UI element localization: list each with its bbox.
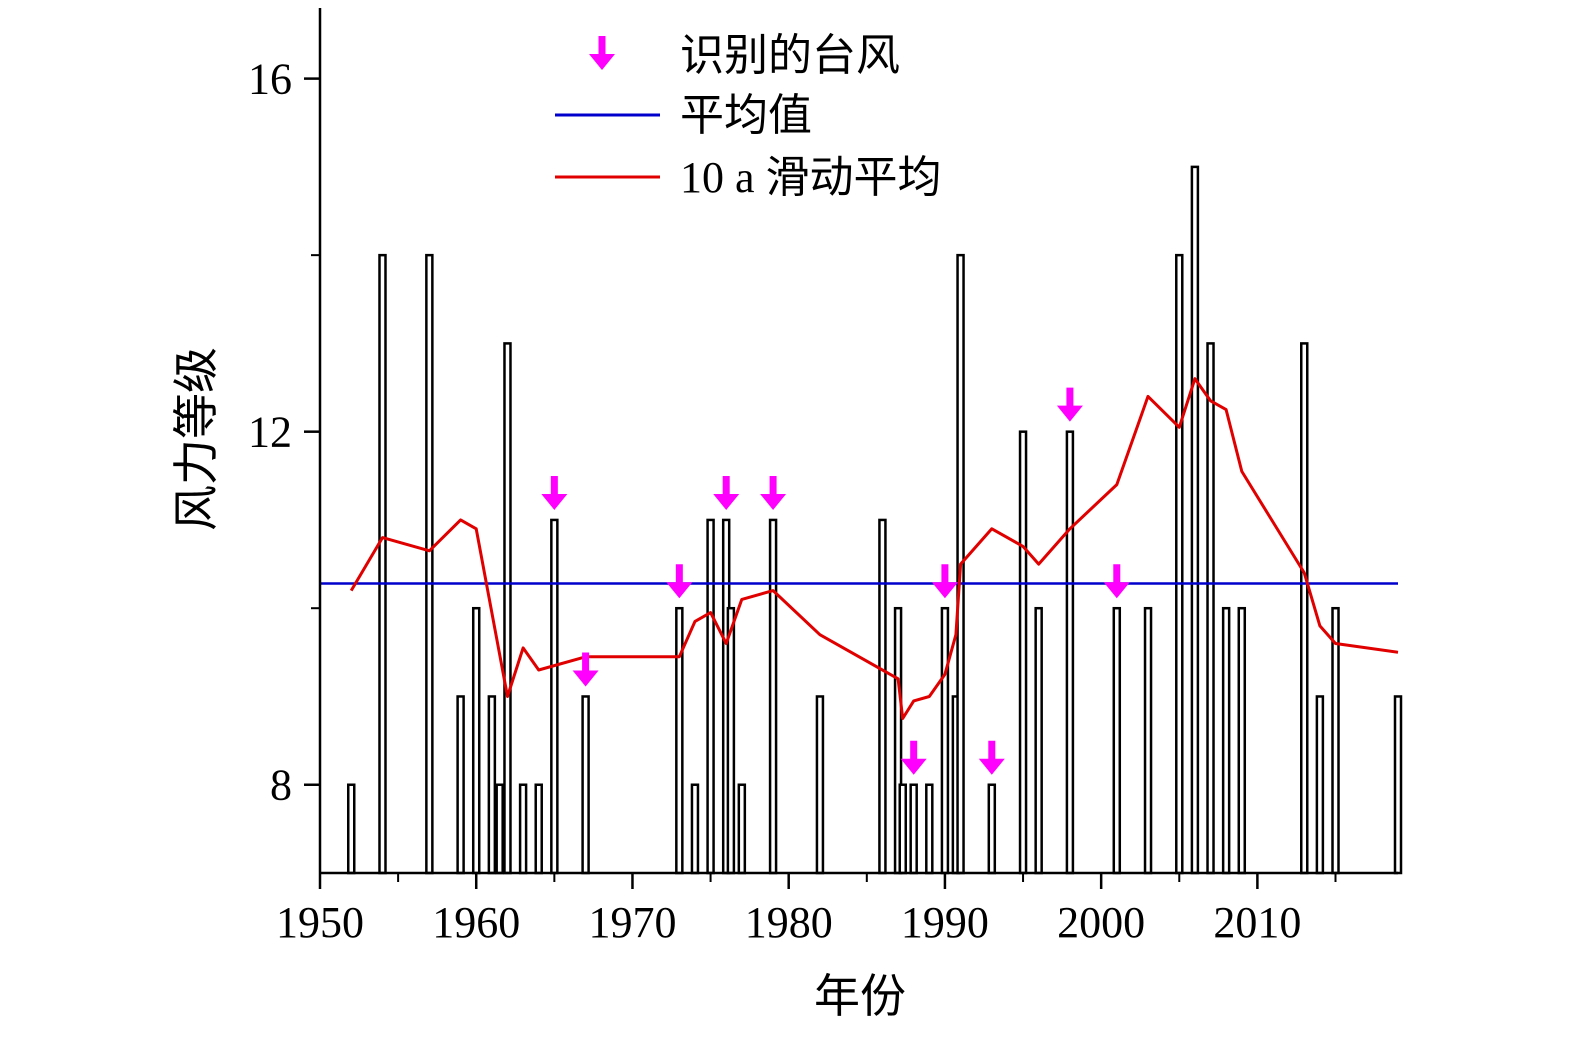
y-tick-label-2: 16 bbox=[248, 55, 292, 104]
bar-16 bbox=[726, 606, 736, 875]
bar-29 bbox=[1018, 430, 1028, 875]
typhoon-marker-2 bbox=[666, 564, 693, 599]
x-tick-label-3: 1980 bbox=[745, 898, 833, 947]
bar-19 bbox=[815, 695, 825, 875]
y-tick-label-1: 12 bbox=[248, 408, 292, 457]
bar-39 bbox=[1300, 342, 1309, 875]
bar-6 bbox=[495, 783, 504, 875]
axes-layer bbox=[318, 8, 1398, 875]
typhoon-marker-1 bbox=[572, 652, 599, 687]
bar-10 bbox=[550, 518, 559, 875]
typhoon-marker-8 bbox=[1056, 387, 1083, 422]
bar-13 bbox=[690, 783, 700, 875]
bar-41 bbox=[1331, 606, 1340, 875]
ticks-layer: 1950 1960 1970 1980 1990 2000 2010 8 12 16 bbox=[248, 55, 1337, 947]
bar-31 bbox=[1065, 430, 1075, 875]
bar-2 bbox=[425, 253, 434, 875]
typhoon-marker-5 bbox=[900, 740, 927, 775]
bar-32 bbox=[1112, 606, 1122, 875]
bar-33 bbox=[1143, 606, 1153, 875]
bar-42 bbox=[1393, 695, 1403, 875]
legend-label-typhoon: 识别的台风 bbox=[680, 31, 900, 80]
bar-35 bbox=[1190, 165, 1200, 875]
bar-9 bbox=[534, 783, 543, 875]
bar-24 bbox=[925, 783, 934, 875]
bar-37 bbox=[1221, 606, 1231, 875]
x-tick-label-1: 1960 bbox=[432, 898, 520, 947]
bar-8 bbox=[518, 783, 528, 875]
legend-typhoon-arrow bbox=[589, 36, 615, 70]
bar-38 bbox=[1237, 606, 1247, 875]
bar-14 bbox=[706, 518, 715, 875]
x-tick-label-5: 2000 bbox=[1057, 898, 1145, 947]
bar-4 bbox=[471, 606, 481, 875]
x-axis-title: 年份 bbox=[814, 971, 906, 1022]
bar-30 bbox=[1034, 606, 1043, 875]
bar-11 bbox=[581, 695, 590, 875]
y-axis-title: 风力等级 bbox=[171, 347, 222, 531]
bar-17 bbox=[737, 783, 747, 875]
bar-18 bbox=[768, 518, 778, 875]
typhoon-marker-7 bbox=[978, 740, 1005, 775]
x-tick-label-2: 1970 bbox=[588, 898, 676, 947]
x-tick-label-4: 1990 bbox=[901, 898, 989, 947]
x-tick-label-0: 1950 bbox=[276, 898, 364, 947]
legend: 识别的台风 平均值 10 a 滑动平均 bbox=[555, 31, 942, 202]
x-tick-label-6: 2010 bbox=[1213, 898, 1301, 947]
moving-average-line bbox=[349, 377, 1399, 720]
bar-0 bbox=[346, 783, 356, 875]
bar-23 bbox=[909, 783, 918, 875]
bar-3 bbox=[456, 695, 465, 875]
typhoon-marker-6 bbox=[931, 564, 958, 599]
typhoon-marker-layer bbox=[541, 387, 1130, 775]
bar-40 bbox=[1315, 695, 1325, 875]
bar-12 bbox=[675, 606, 684, 875]
moving-average-layer bbox=[349, 377, 1399, 720]
bar-22 bbox=[898, 783, 907, 875]
bar-1 bbox=[378, 253, 387, 875]
bar-7 bbox=[503, 342, 512, 875]
bar-20 bbox=[878, 518, 887, 875]
typhoon-marker-0 bbox=[541, 475, 568, 510]
bar-5 bbox=[487, 695, 497, 875]
bars-layer bbox=[346, 165, 1403, 875]
typhoon-marker-4 bbox=[760, 475, 787, 510]
legend-label-mean: 平均值 bbox=[680, 91, 812, 140]
legend-label-moving-average: 10 a 滑动平均 bbox=[680, 153, 942, 202]
legend-typhoon-symbol bbox=[589, 36, 615, 70]
y-tick-label-0: 8 bbox=[270, 761, 292, 810]
bar-36 bbox=[1206, 342, 1215, 875]
typhoon-marker-3 bbox=[713, 475, 740, 510]
bar-28 bbox=[987, 783, 997, 875]
typhoon-marker-9 bbox=[1103, 564, 1130, 599]
bar-25 bbox=[940, 606, 950, 875]
bar-34 bbox=[1175, 253, 1184, 875]
